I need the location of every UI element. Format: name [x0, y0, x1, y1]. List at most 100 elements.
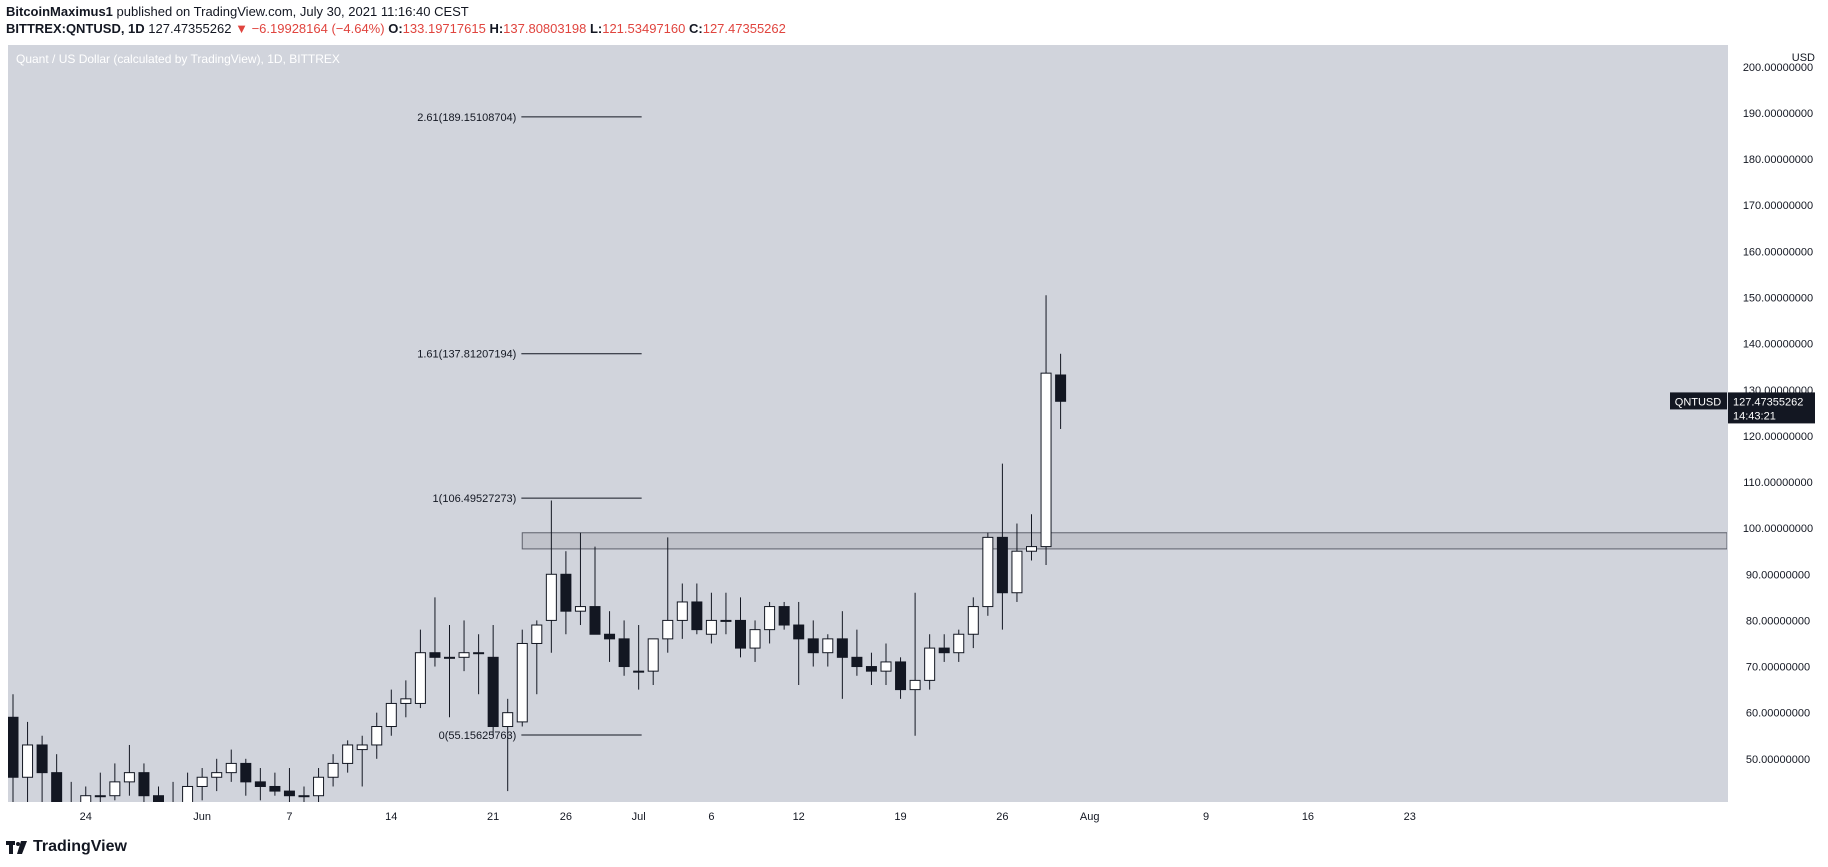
candle[interactable] [66, 781, 76, 847]
candle[interactable] [8, 694, 19, 828]
candle[interactable] [967, 597, 979, 649]
candle[interactable] [880, 643, 892, 685]
candle[interactable] [298, 786, 310, 823]
candle[interactable] [865, 652, 877, 685]
candle[interactable] [502, 698, 514, 792]
candle-body-up [909, 679, 921, 691]
chart-pane[interactable] [8, 45, 1727, 802]
candle[interactable] [647, 638, 659, 685]
candle[interactable] [982, 532, 994, 616]
candle-body-up [647, 638, 659, 672]
candle[interactable] [254, 768, 266, 801]
candle[interactable] [153, 786, 164, 823]
candle[interactable] [182, 772, 194, 815]
author-name[interactable]: BitcoinMaximus1 [6, 4, 113, 19]
candle[interactable] [400, 680, 412, 718]
time-tick-label: 6 [708, 811, 714, 823]
candle[interactable] [938, 634, 950, 662]
candle-body-down [996, 536, 1008, 594]
candle[interactable] [822, 634, 834, 667]
candle[interactable] [22, 721, 34, 805]
candle[interactable] [531, 620, 543, 695]
candle[interactable] [196, 768, 208, 801]
candle-body-up [953, 633, 965, 654]
candle[interactable] [473, 634, 485, 695]
candle[interactable] [807, 620, 819, 667]
candle[interactable] [51, 754, 63, 823]
candle[interactable] [895, 657, 907, 699]
candle[interactable] [676, 583, 688, 639]
open-value: 133.19717615 [402, 21, 486, 36]
candle[interactable] [211, 758, 223, 792]
candle[interactable] [356, 735, 368, 787]
candle[interactable] [283, 768, 295, 805]
candle[interactable] [516, 629, 528, 727]
candle[interactable] [618, 620, 630, 676]
open-label: O: [388, 21, 403, 36]
candle[interactable] [327, 754, 339, 787]
price-axis[interactable] [1727, 45, 1828, 802]
candle[interactable] [138, 763, 150, 805]
candle[interactable] [269, 772, 281, 796]
candle[interactable] [924, 634, 936, 690]
candle[interactable] [604, 611, 616, 662]
candle[interactable] [123, 744, 135, 796]
price-tick-label: 180.00000000 [1743, 154, 1813, 166]
symbol-tag-label: QNTUSD [1675, 396, 1722, 408]
candle[interactable] [414, 629, 426, 709]
candle[interactable] [1026, 514, 1037, 561]
candle[interactable] [633, 625, 645, 690]
candle[interactable] [574, 532, 586, 626]
price-tick-label: 140.00000000 [1743, 339, 1813, 351]
candle[interactable] [313, 768, 325, 805]
candle[interactable] [589, 546, 601, 635]
candle[interactable] [458, 620, 470, 672]
candle[interactable] [487, 625, 499, 736]
candle[interactable] [909, 592, 921, 736]
candle[interactable] [735, 597, 746, 658]
time-tick-label: Aug [1080, 811, 1100, 823]
candle[interactable] [240, 758, 252, 796]
candle[interactable] [836, 611, 848, 699]
candle[interactable] [764, 601, 776, 644]
candle[interactable] [953, 629, 965, 662]
candle[interactable] [36, 735, 48, 814]
candle[interactable] [662, 537, 674, 653]
candle[interactable] [94, 772, 106, 805]
candle[interactable] [705, 592, 717, 644]
candle-body-down [240, 762, 252, 783]
candle[interactable] [1040, 295, 1052, 566]
candle[interactable] [996, 463, 1008, 630]
candle[interactable] [429, 597, 441, 667]
candle[interactable] [80, 786, 92, 851]
candle[interactable] [778, 601, 790, 630]
candle[interactable] [545, 500, 557, 653]
candle[interactable] [1055, 353, 1067, 429]
candle[interactable] [851, 629, 863, 676]
candle-body-up [473, 652, 485, 655]
time-axis[interactable] [8, 802, 1727, 826]
candle[interactable] [793, 601, 805, 685]
candle[interactable] [225, 749, 237, 782]
time-tick-label: 23 [1404, 811, 1416, 823]
candle[interactable] [385, 689, 397, 736]
candle[interactable] [444, 625, 455, 718]
candle[interactable] [749, 620, 761, 662]
candle[interactable] [371, 712, 383, 759]
tradingview-logo[interactable]: TradingView [6, 838, 127, 856]
candle-body-down [604, 633, 616, 640]
candle[interactable] [1011, 523, 1023, 602]
candle[interactable] [720, 592, 732, 635]
last-price-tag-bg[interactable] [1728, 392, 1815, 424]
candle[interactable] [109, 763, 121, 801]
price-tick-label: 60.00000000 [1746, 708, 1810, 720]
candle-body-down [865, 666, 877, 672]
candle[interactable] [168, 781, 178, 819]
price-tick-label: 190.00000000 [1743, 108, 1813, 120]
candle[interactable] [691, 583, 703, 635]
resistance-zone[interactable] [521, 532, 1727, 550]
candle[interactable] [560, 551, 572, 635]
last-value: 127.47355262 [148, 21, 232, 36]
candle[interactable] [342, 740, 354, 773]
